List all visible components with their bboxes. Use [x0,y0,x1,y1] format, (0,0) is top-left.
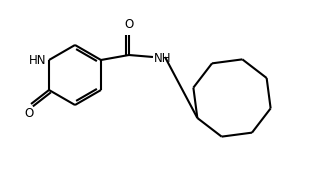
Text: HN: HN [28,54,46,66]
Text: NH: NH [154,52,172,64]
Text: O: O [24,107,33,120]
Text: O: O [125,18,134,31]
